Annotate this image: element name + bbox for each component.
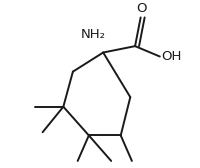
Text: NH₂: NH₂ (80, 28, 105, 40)
Text: O: O (137, 2, 147, 15)
Text: OH: OH (161, 50, 182, 63)
